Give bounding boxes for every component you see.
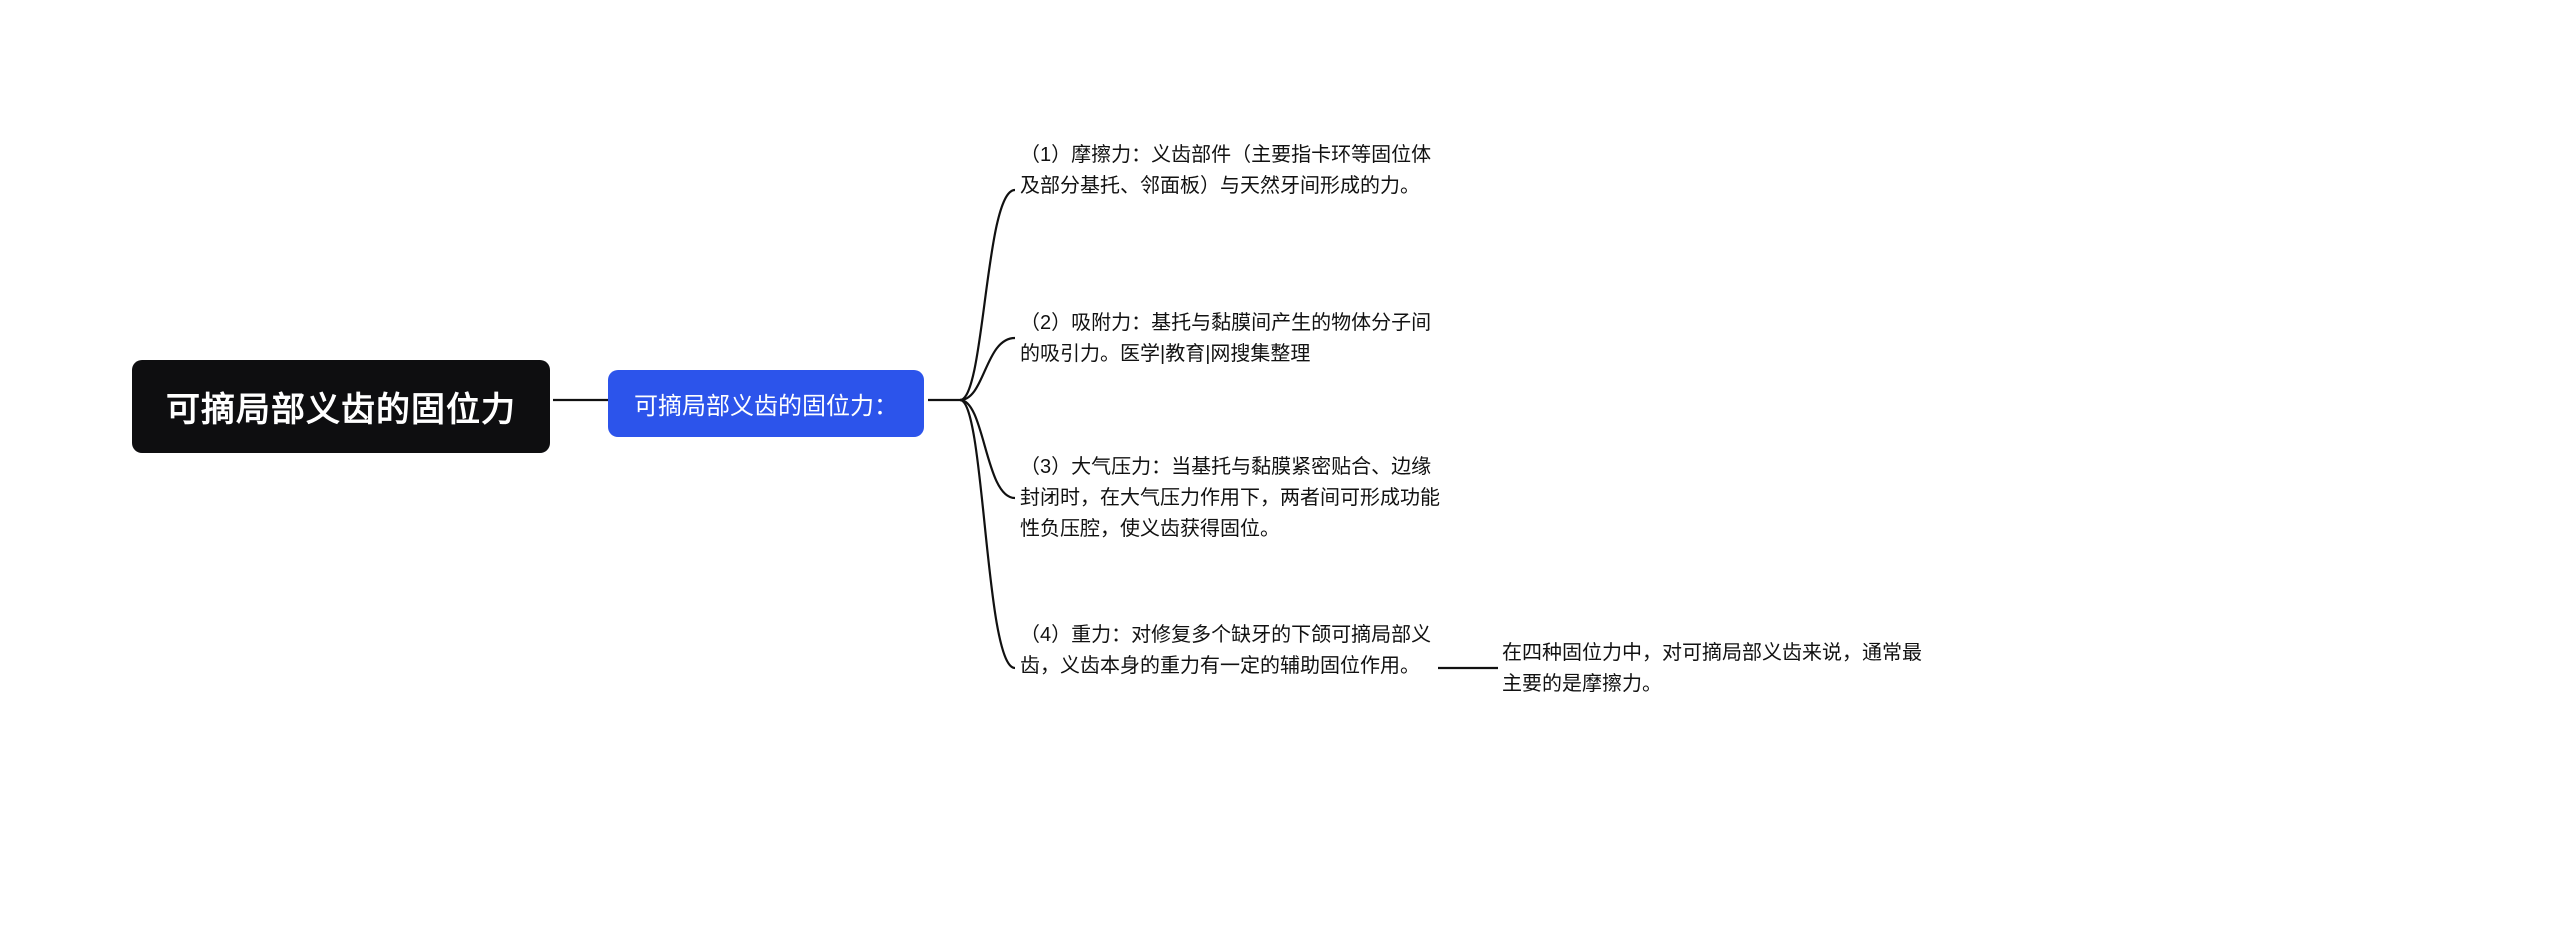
mindmap-canvas: 可摘局部义齿的固位力 可摘局部义齿的固位力： （1）摩擦力：义齿部件（主要指卡环… <box>0 0 2560 938</box>
leaf-3-text: （3）大气压力：当基托与黏膜紧密贴合、边缘封闭时，在大气压力作用下，两者间可形成… <box>1020 456 1440 540</box>
root-node: 可摘局部义齿的固位力 <box>132 360 550 453</box>
leaf-node-3: （3）大气压力：当基托与黏膜紧密贴合、边缘封闭时，在大气压力作用下，两者间可形成… <box>1020 452 1440 545</box>
leaf-4-text: （4）重力：对修复多个缺牙的下颌可摘局部义齿，义齿本身的重力有一定的辅助固位作用… <box>1020 624 1431 677</box>
leaf-node-4: （4）重力：对修复多个缺牙的下颌可摘局部义齿，义齿本身的重力有一定的辅助固位作用… <box>1020 620 1440 682</box>
level1-label: 可摘局部义齿的固位力： <box>634 393 898 420</box>
level1-node: 可摘局部义齿的固位力： <box>608 370 924 437</box>
tail-node: 在四种固位力中，对可摘局部义齿来说，通常最主要的是摩擦力。 <box>1502 638 1932 700</box>
leaf-2-text: （2）吸附力：基托与黏膜间产生的物体分子间的吸引力。医学|教育|网搜集整理 <box>1020 312 1431 365</box>
leaf-node-1: （1）摩擦力：义齿部件（主要指卡环等固位体及部分基托、邻面板）与天然牙间形成的力… <box>1020 140 1440 202</box>
leaf-node-2: （2）吸附力：基托与黏膜间产生的物体分子间的吸引力。医学|教育|网搜集整理 <box>1020 308 1440 370</box>
tail-text: 在四种固位力中，对可摘局部义齿来说，通常最主要的是摩擦力。 <box>1502 642 1922 695</box>
root-label: 可摘局部义齿的固位力 <box>166 391 516 429</box>
leaf-1-text: （1）摩擦力：义齿部件（主要指卡环等固位体及部分基托、邻面板）与天然牙间形成的力… <box>1020 144 1431 197</box>
